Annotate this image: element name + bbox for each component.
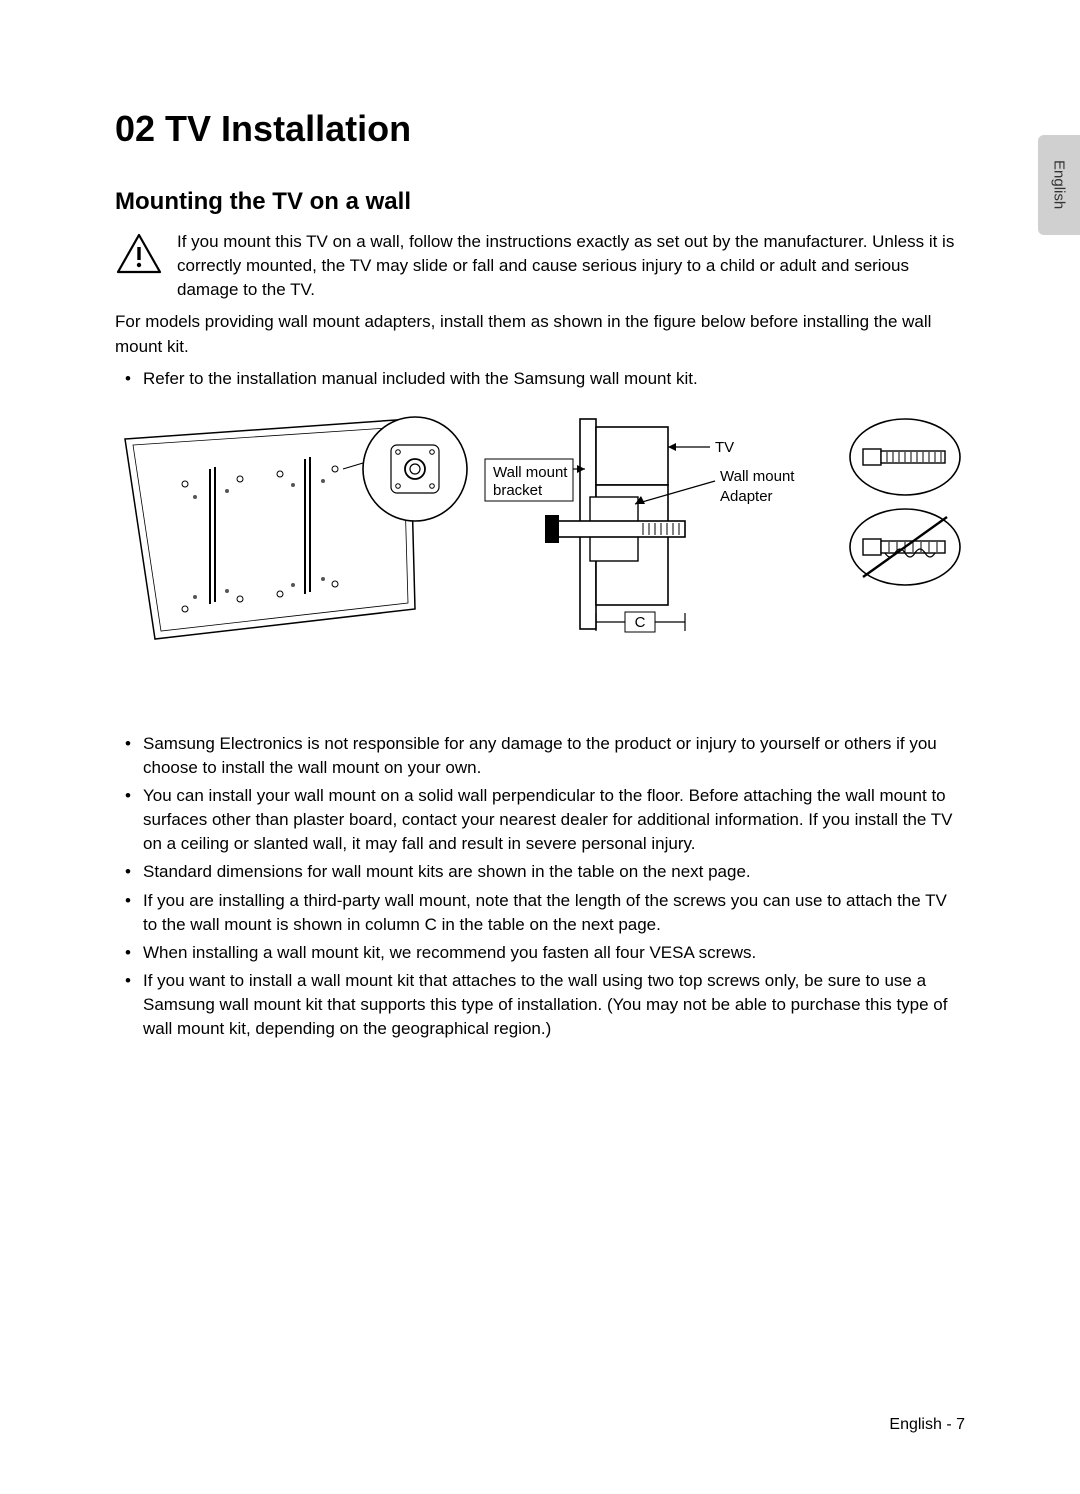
page-content: 02 TV Installation Mounting the TV on a …	[0, 0, 1080, 1119]
cross-section-illustration: C TV Wall mount bracket Wall mount Adapt…	[485, 419, 795, 632]
list-item: If you are installing a third-party wall…	[143, 889, 965, 937]
caution-icon	[115, 232, 163, 281]
bolt-ok-illustration	[850, 419, 960, 495]
warning-text: If you mount this TV on a wall, follow t…	[177, 230, 965, 302]
bolt-not-ok-illustration	[850, 509, 960, 585]
list-item: You can install your wall mount on a sol…	[143, 784, 965, 856]
list-item: If you want to install a wall mount kit …	[143, 969, 965, 1041]
top-bullet-list: Refer to the installation manual include…	[115, 367, 965, 391]
list-item: When installing a wall mount kit, we rec…	[143, 941, 965, 965]
list-item: Standard dimensions for wall mount kits …	[143, 860, 965, 884]
warning-block: If you mount this TV on a wall, follow t…	[115, 230, 965, 302]
figure-label-tv: TV	[715, 439, 734, 456]
page-footer: English - 7	[889, 1416, 965, 1434]
intro-text: For models providing wall mount adapters…	[115, 310, 965, 358]
section-heading: Mounting the TV on a wall	[115, 188, 965, 216]
figure-label-c: C	[635, 614, 646, 631]
figure-label-bracket2: bracket	[493, 482, 543, 499]
figure-label-adapter2: Adapter	[720, 488, 773, 505]
tv-back-illustration	[125, 417, 467, 639]
list-item: Refer to the installation manual include…	[143, 367, 965, 391]
figure-label-adapter1: Wall mount	[720, 468, 795, 485]
wall-mount-figure: C TV Wall mount bracket Wall mount Adapt…	[115, 409, 965, 674]
list-item: Samsung Electronics is not responsible f…	[143, 732, 965, 780]
lower-bullet-list: Samsung Electronics is not responsible f…	[115, 732, 965, 1042]
chapter-heading: 02 TV Installation	[115, 108, 965, 150]
figure-label-bracket1: Wall mount	[493, 464, 568, 481]
